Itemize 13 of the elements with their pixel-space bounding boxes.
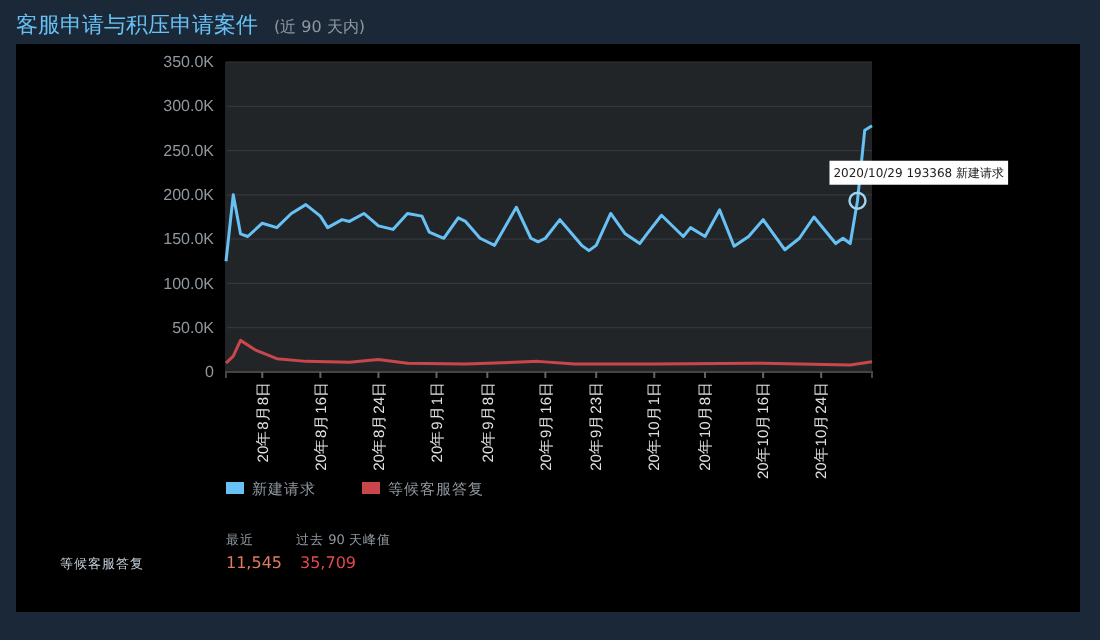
- y-tick-label: 250.0K: [163, 141, 216, 160]
- y-tick-label: 300.0K: [163, 97, 216, 116]
- y-tick-label: 200.0K: [163, 185, 216, 204]
- text: 11,545: [226, 554, 282, 572]
- y-tick-label: 350.0K: [163, 53, 216, 72]
- chart-title: 客服申请与积压申请案件: [16, 12, 258, 38]
- chart-subtitle: (近 90 天内): [274, 18, 366, 36]
- y-tick-label: 150.0K: [163, 230, 216, 249]
- y-tick-label: 0: [205, 363, 216, 382]
- y-tick-label: 50.0K: [172, 318, 216, 337]
- text: 35,709: [300, 554, 356, 572]
- y-tick-label: 100.0K: [163, 274, 216, 293]
- line-series: [224, 338, 874, 367]
